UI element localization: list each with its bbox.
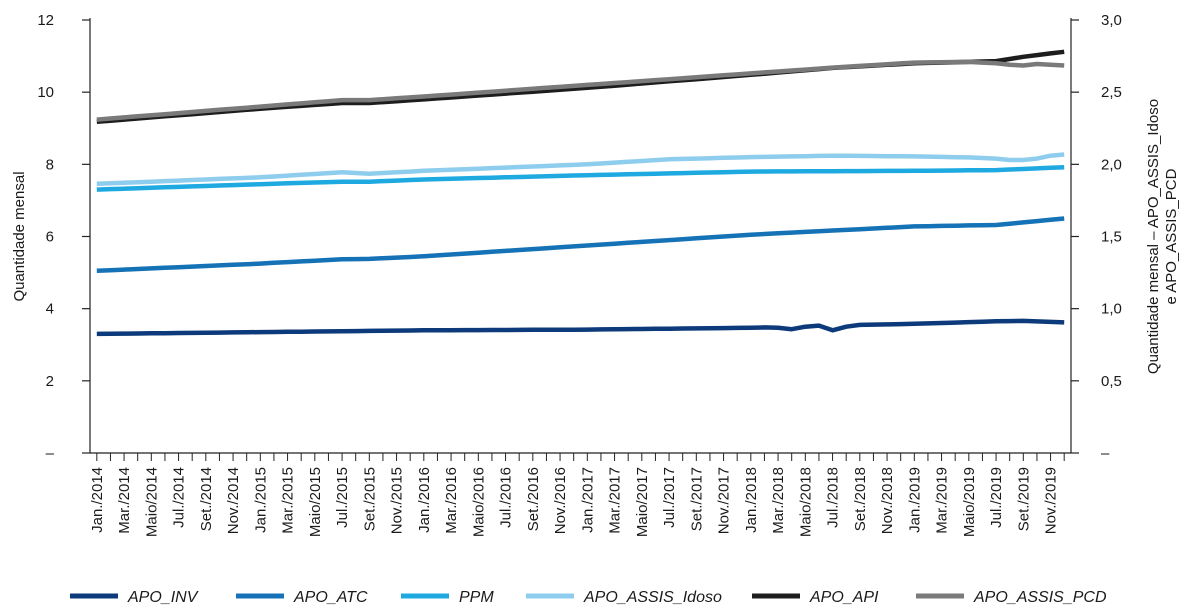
x-tick-label: Mar./2017 bbox=[607, 467, 624, 534]
series-line-apo-assis-pcd bbox=[96, 59, 1065, 122]
x-tick-label: Mar./2016 bbox=[443, 467, 460, 534]
x-tick-label: Set./2014 bbox=[198, 467, 215, 531]
x-tick-label: Jul./2015 bbox=[334, 467, 351, 528]
x-tick-label: Maio/2018 bbox=[797, 467, 814, 537]
x-tick-label: Maio/2017 bbox=[634, 467, 651, 537]
x-tick-label: Mar./2019 bbox=[934, 467, 951, 534]
x-tick-label: Nov./2014 bbox=[225, 467, 242, 534]
x-tick-label: Set./2018 bbox=[852, 467, 869, 531]
legend-label-apo-assis-idoso: APO_ASSIS_Idoso bbox=[583, 589, 722, 606]
x-tick-label: Nov./2016 bbox=[552, 467, 569, 534]
right-axis-title-line2: e APO_ASSIS_PCD bbox=[1163, 168, 1180, 304]
x-tick-label: Nov./2018 bbox=[879, 467, 896, 534]
x-tick-label: Jul./2019 bbox=[988, 467, 1005, 528]
x-tick-label: Set./2017 bbox=[688, 467, 705, 531]
x-tick-label: Jan./2018 bbox=[743, 467, 760, 533]
right-y-tick-label: 3,0 bbox=[1101, 12, 1122, 29]
left-y-tick-label: 2 bbox=[46, 373, 54, 390]
x-tick-label: Maio/2016 bbox=[470, 467, 487, 537]
right-y-tick-label: – bbox=[1101, 445, 1110, 462]
legend-label-ppm: PPM bbox=[459, 589, 494, 606]
right-y-tick-label: 1,0 bbox=[1101, 301, 1122, 318]
right-axis-title: Quantidade mensal – APO_ASSIS_Idoso bbox=[1145, 99, 1162, 374]
series-line-apo-atc bbox=[96, 216, 1065, 274]
x-tick-label: Jul./2016 bbox=[498, 467, 515, 528]
series-line-apo-assis-idoso bbox=[96, 152, 1065, 187]
left-y-tick-label: 12 bbox=[37, 12, 54, 29]
right-y-tick-label: 2,0 bbox=[1101, 156, 1122, 173]
legend: APO_INV APO_ATC PPM APO_ASSIS_Idoso APO_API A… bbox=[70, 589, 1107, 606]
x-tick-label: Maio/2019 bbox=[961, 467, 978, 537]
x-tick-labels: Jan./2014 Mar./2014 Maio/2014 Jul./2014 Set.… bbox=[89, 467, 1060, 537]
x-tick-label: Mar./2014 bbox=[116, 467, 133, 534]
x-tick-label: Set./2015 bbox=[361, 467, 378, 531]
left-y-tick-label: 8 bbox=[46, 156, 54, 173]
legend-label-apo-inv: APO_INV bbox=[127, 589, 199, 606]
right-y-tick-label: 1,5 bbox=[1101, 229, 1122, 246]
legend-label-apo-atc: APO_ATC bbox=[293, 589, 368, 606]
x-tick-label: Set./2019 bbox=[1015, 467, 1032, 531]
x-tick-label: Jan./2016 bbox=[416, 467, 433, 533]
x-tick-label: Mar./2018 bbox=[770, 467, 787, 534]
x-tick-label: Jan./2015 bbox=[252, 467, 269, 533]
left-y-tick-label: 10 bbox=[37, 84, 54, 101]
x-tick-label: Nov./2019 bbox=[1043, 467, 1060, 534]
x-tick-label: Jul./2017 bbox=[661, 467, 678, 528]
left-y-tick-label: 6 bbox=[46, 229, 54, 246]
x-tick-label: Maio/2015 bbox=[307, 467, 324, 537]
x-tick-label: Nov./2015 bbox=[389, 467, 406, 534]
axes-group: – 2 4 6 8 10 12 – 0,5 1,0 1,5 2,0 2,5 3,0 Quantidade m… bbox=[11, 12, 1180, 462]
x-tick-label: Jan./2014 bbox=[89, 467, 106, 533]
x-tick-label: Mar./2015 bbox=[280, 467, 297, 534]
x-tick-label: Nov./2017 bbox=[716, 467, 733, 534]
x-tick-label: Jan./2019 bbox=[906, 467, 923, 533]
x-tick-label: Jan./2017 bbox=[579, 467, 596, 533]
series-line-ppm bbox=[96, 164, 1065, 192]
x-tick-label: Jul./2018 bbox=[825, 467, 842, 528]
x-tick-label: Jul./2014 bbox=[171, 467, 188, 528]
x-tick-label: Maio/2014 bbox=[143, 467, 160, 537]
right-y-tick-label: 2,5 bbox=[1101, 84, 1122, 101]
x-tick-label: Set./2016 bbox=[525, 467, 542, 531]
left-y-tick-label: – bbox=[46, 445, 55, 462]
left-axis-title: Quantidade mensal bbox=[11, 171, 28, 301]
series-lines bbox=[96, 49, 1065, 337]
series-line-apo-inv bbox=[96, 318, 1065, 337]
left-y-tick-label: 4 bbox=[46, 301, 54, 318]
right-y-tick-label: 0,5 bbox=[1101, 373, 1122, 390]
legend-label-apo-assis-pcd: APO_ASSIS_PCD bbox=[973, 589, 1107, 606]
legend-label-apo-api: APO_API bbox=[809, 589, 879, 606]
